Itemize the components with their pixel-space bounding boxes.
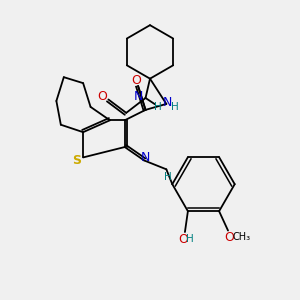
- Text: CH₃: CH₃: [232, 232, 250, 242]
- Text: H: H: [171, 102, 179, 112]
- Text: O: O: [178, 233, 188, 246]
- Text: N: N: [163, 96, 172, 109]
- Text: O: O: [132, 74, 142, 87]
- Text: N: N: [141, 151, 150, 164]
- Text: H: H: [186, 234, 194, 244]
- Text: S: S: [72, 154, 81, 167]
- Text: O: O: [225, 231, 234, 244]
- Text: N: N: [134, 90, 143, 103]
- Text: H: H: [154, 103, 162, 112]
- Text: O: O: [98, 90, 107, 103]
- Text: H: H: [164, 172, 172, 182]
